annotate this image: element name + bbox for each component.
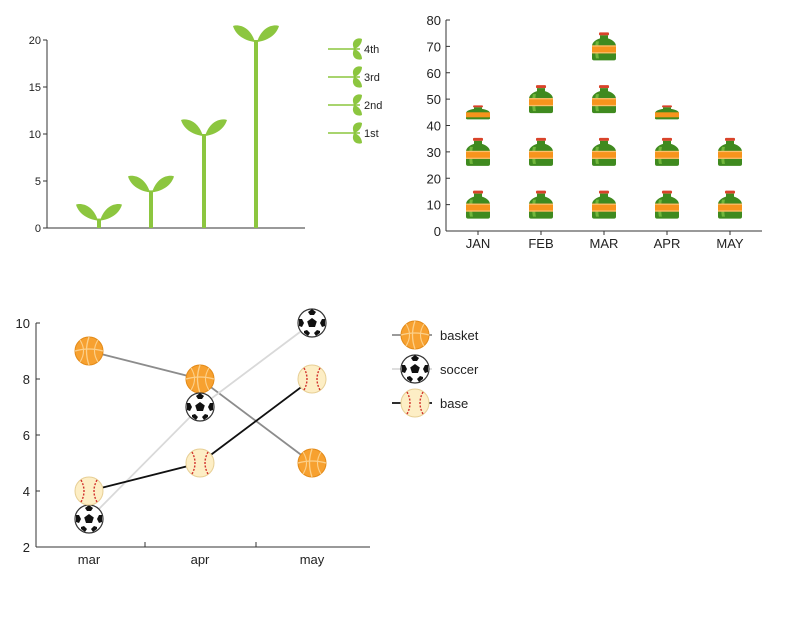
bottle-icon-MAR	[592, 85, 616, 114]
legend-leaf-icon	[352, 133, 362, 144]
marker-soccer-ball-icon-apr	[185, 392, 215, 422]
legend-label-4th: 4th	[364, 44, 379, 56]
legend-label-1st: 1st	[364, 128, 379, 140]
marker-baseball-icon-mar	[74, 476, 104, 506]
sprout-leaves-4th	[233, 25, 279, 42]
legend-baseball-icon	[400, 388, 430, 418]
sprout-stem-1st	[97, 218, 101, 228]
x-tick-label-APR: APR	[654, 236, 681, 251]
sports-line-chart: 2 4 6 8 10 mar apr may basket soccer base	[16, 308, 479, 567]
legend-leaf-icon	[352, 105, 362, 116]
x-tick-label-MAY: MAY	[716, 236, 744, 251]
legend-leaf-icon	[352, 38, 362, 49]
legend-leaf-icon	[352, 122, 362, 133]
legend-basketball-icon	[400, 320, 430, 350]
bottle-icon-FEB	[529, 190, 553, 219]
y-tick-label: 20	[29, 35, 41, 47]
bottle-icon-FEB	[529, 137, 553, 166]
legend-label-basket: basket	[440, 328, 479, 343]
bottle-icon-APR	[655, 190, 679, 219]
legend-label-3rd: 3rd	[364, 72, 380, 84]
x-tick-label-may: may	[300, 552, 325, 567]
bottle-icon-APR	[655, 137, 679, 166]
bottle-pictogram-chart: 0 10 20 30 40 50 60 70 80 JAN FEB MAR APR MAY	[427, 13, 762, 251]
y-tick-label: 30	[427, 145, 441, 160]
y-tick-label: 10	[29, 129, 41, 141]
marker-soccer-ball-icon-mar	[74, 504, 104, 534]
sprout-leaves-2nd	[128, 175, 174, 193]
sprout-stem-2nd	[149, 190, 153, 228]
marker-soccer-ball-icon-may	[297, 308, 327, 338]
bottle-icon-MAY	[718, 137, 742, 166]
bottle-icon-JAN	[466, 190, 490, 219]
marker-basketball-icon-apr	[185, 364, 215, 394]
legend-label-base: base	[440, 396, 468, 411]
y-tick-label: 10	[427, 198, 441, 213]
bottle-icon-JAN	[466, 137, 490, 166]
x-tick-label-FEB: FEB	[528, 236, 553, 251]
y-tick-label: 70	[427, 39, 441, 54]
bottle-icon-MAR	[592, 137, 616, 166]
y-tick-label: 2	[23, 540, 30, 555]
legend-leaf-icon	[352, 94, 362, 105]
marker-baseball-icon-apr	[185, 448, 215, 478]
y-tick-label: 60	[427, 66, 441, 81]
legend-label-soccer: soccer	[440, 362, 479, 377]
x-tick-label-JAN: JAN	[466, 236, 491, 251]
bottle-half-icon-JAN	[466, 105, 490, 120]
y-tick-label: 0	[35, 223, 41, 235]
marker-basketball-icon-may	[297, 448, 327, 478]
y-tick-label: 50	[427, 92, 441, 107]
y-tick-label: 10	[16, 316, 30, 331]
y-tick-label: 20	[427, 171, 441, 186]
bottle-half-icon-APR	[655, 105, 679, 120]
x-tick-label-mar: mar	[78, 552, 101, 567]
marker-basketball-icon-mar	[74, 336, 104, 366]
y-tick-label: 15	[29, 82, 41, 94]
legend-label-2nd: 2nd	[364, 100, 382, 112]
bottle-icon-FEB	[529, 85, 553, 114]
y-tick-label: 4	[23, 484, 30, 499]
y-tick-label: 5	[35, 176, 41, 188]
sprout-leaves-3rd	[181, 119, 227, 136]
legend-leaf-icon	[352, 77, 362, 88]
legend-soccer-ball-icon	[400, 354, 430, 384]
y-tick-label: 6	[23, 428, 30, 443]
y-tick-label: 40	[427, 119, 441, 134]
x-tick-label-MAR: MAR	[590, 236, 619, 251]
sprout-stem-3rd	[202, 134, 206, 228]
legend-leaf-icon	[352, 66, 362, 77]
bottle-icon-MAR	[592, 32, 616, 61]
y-tick-label: 80	[427, 13, 441, 28]
marker-baseball-icon-may	[297, 364, 327, 394]
bottle-icon-MAY	[718, 190, 742, 219]
legend-leaf-icon	[352, 49, 362, 60]
sprout-pictogram-chart: 0 5 10 15 20 4th 3rd 2nd 1st	[29, 25, 382, 235]
sprout-stem-4th	[254, 40, 258, 228]
y-tick-label: 0	[434, 224, 441, 239]
x-tick-label-apr: apr	[191, 552, 210, 567]
sprout-leaves-1st	[76, 203, 122, 221]
bottle-icon-MAR	[592, 190, 616, 219]
y-tick-label: 8	[23, 372, 30, 387]
